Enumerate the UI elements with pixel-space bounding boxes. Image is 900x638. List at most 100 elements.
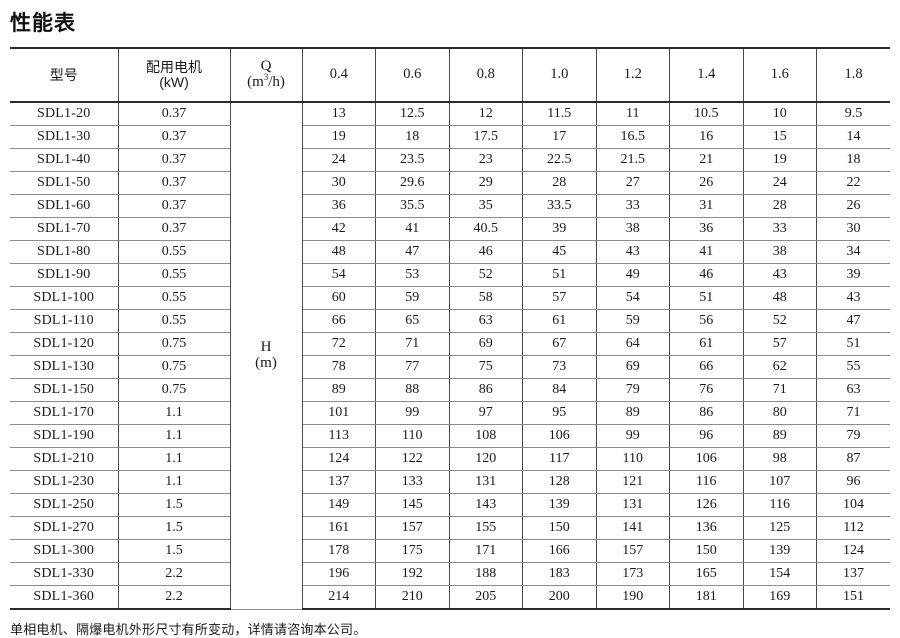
- cell-head-value: 120: [448, 447, 523, 471]
- head-symbol: H: [260, 339, 272, 355]
- cell-head-value: 38: [595, 217, 670, 241]
- cell-motor-power: 1.1: [117, 470, 231, 494]
- cell-model: SDL1-230: [10, 470, 119, 494]
- cell-head-value: 49: [595, 263, 670, 287]
- cell-head-value: 139: [742, 539, 817, 563]
- cell-head-value: 51: [816, 332, 890, 356]
- cell-head-value: 64: [595, 332, 670, 356]
- cell-head-value: 15: [742, 125, 817, 149]
- cell-head-value: 210: [375, 585, 450, 610]
- cell-head-value: 136: [669, 516, 744, 540]
- cell-head-value: 47: [816, 309, 890, 333]
- cell-head-value: 126: [669, 493, 744, 517]
- cell-head-value: 31: [669, 194, 744, 218]
- cell-head-value: 45: [522, 240, 597, 264]
- cell-head-value: 79: [816, 424, 890, 448]
- cell-head-value: 128: [522, 470, 597, 494]
- cell-head-value: 200: [522, 585, 597, 610]
- header-motor-label: 配用电机: [146, 59, 202, 76]
- cell-model: SDL1-100: [10, 286, 119, 310]
- cell-model: SDL1-120: [10, 332, 119, 356]
- table-row: SDL1-30 0.37 19 18 17.5 17 16.5 16 15 14: [10, 125, 890, 149]
- cell-motor-power: 1.1: [117, 424, 231, 448]
- head-unit: (m): [255, 354, 277, 371]
- header-flow-unit-exponent: 3: [263, 72, 269, 82]
- cell-head-value: 110: [595, 447, 670, 471]
- cell-head-value: 36: [301, 194, 376, 218]
- cell-head-value: 69: [595, 355, 670, 379]
- table-row: SDL1-150 0.75 89 88 86 84 79 76 71 63: [10, 378, 890, 402]
- cell-head-value: 21: [669, 148, 744, 172]
- cell-head-value: 113: [301, 424, 376, 448]
- table-row: SDL1-20 0.37 H (m) 13 12.5 12 11.5 11 10.5 10 9.5: [10, 101, 890, 610]
- footnote: 单相电机、隔爆电机外形尺寸有所变动，详情请咨询本公司。: [10, 622, 367, 637]
- cell-head-value: 116: [669, 470, 744, 494]
- cell-head-value: 52: [742, 309, 817, 333]
- cell-motor-power: 0.75: [117, 378, 231, 402]
- cell-head-value: 55: [816, 355, 890, 379]
- cell-head-value: 137: [816, 562, 890, 586]
- cell-model: SDL1-70: [10, 217, 119, 241]
- cell-head-value: 60: [301, 286, 376, 310]
- cell-head-value: 106: [522, 424, 597, 448]
- cell-head-value: 143: [448, 493, 523, 517]
- cell-head-value: 35.5: [375, 194, 450, 218]
- cell-head-value: 58: [448, 286, 523, 310]
- cell-head-value: 26: [669, 171, 744, 195]
- header-row: 型号 配用电机 (kW) Q (m3/h) 0.4 0.6 0.8 1.0 1.…: [10, 47, 890, 103]
- cell-head-value: 38: [742, 240, 817, 264]
- cell-head-value: 51: [669, 286, 744, 310]
- cell-head-value: 21.5: [595, 148, 670, 172]
- cell-head-value: 28: [522, 171, 597, 195]
- cell-head-value: 78: [301, 355, 376, 379]
- cell-head-value: 43: [816, 286, 890, 310]
- cell-head-value: 52: [448, 263, 523, 287]
- cell-model: SDL1-300: [10, 539, 119, 563]
- cell-model: SDL1-110: [10, 309, 119, 333]
- cell-head-value: 192: [375, 562, 450, 586]
- header-motor-power: 配用电机 (kW): [117, 47, 231, 103]
- header-flow-unit: (m3/h): [247, 72, 285, 90]
- cell-head-value: 61: [522, 309, 597, 333]
- cell-head-value: 190: [595, 585, 670, 610]
- cell-head-value: 35: [448, 194, 523, 218]
- cell-head-value: 183: [522, 562, 597, 586]
- cell-head-value: 54: [595, 286, 670, 310]
- cell-head-value: 22: [816, 171, 890, 195]
- header-flow-col-2: 0.8: [448, 47, 523, 103]
- cell-head-value: 73: [522, 355, 597, 379]
- cell-head-value: 214: [301, 585, 376, 610]
- cell-motor-power: 0.37: [117, 171, 231, 195]
- cell-head-value: 139: [522, 493, 597, 517]
- cell-head-value: 110: [375, 424, 450, 448]
- cell-motor-power: 1.5: [117, 493, 231, 517]
- cell-head-value: 71: [375, 332, 450, 356]
- cell-model: SDL1-20: [10, 101, 119, 126]
- cell-head-value: 161: [301, 516, 376, 540]
- cell-head-value: 42: [301, 217, 376, 241]
- cell-head-value: 80: [742, 401, 817, 425]
- cell-head-value: 149: [301, 493, 376, 517]
- cell-head-value: 125: [742, 516, 817, 540]
- page-title: 性能表: [10, 12, 76, 35]
- table-row: SDL1-80 0.55 48 47 46 45 43 41 38 34: [10, 240, 890, 264]
- cell-head-value: 33.5: [522, 194, 597, 218]
- cell-head-value: 61: [669, 332, 744, 356]
- table-head: 型号 配用电机 (kW) Q (m3/h) 0.4 0.6 0.8 1.0 1.…: [10, 47, 890, 103]
- cell-head-value: 57: [522, 286, 597, 310]
- cell-head-value: 108: [448, 424, 523, 448]
- table-row: SDL1-50 0.37 30 29.6 29 28 27 26 24 22: [10, 171, 890, 195]
- cell-head-value: 96: [669, 424, 744, 448]
- table-row: SDL1-100 0.55 60 59 58 57 54 51 48 43: [10, 286, 890, 310]
- cell-motor-power: 0.55: [117, 240, 231, 264]
- cell-head-value: 178: [301, 539, 376, 563]
- cell-head-value: 66: [669, 355, 744, 379]
- cell-model: SDL1-150: [10, 378, 119, 402]
- cell-head-value: 77: [375, 355, 450, 379]
- cell-head-value: 51: [522, 263, 597, 287]
- table-container: 型号 配用电机 (kW) Q (m3/h) 0.4 0.6 0.8 1.0 1.…: [0, 39, 900, 610]
- table-row: SDL1-190 1.1 113 110 108 106 99 96 89 79: [10, 424, 890, 448]
- cell-motor-power: 0.75: [117, 332, 231, 356]
- table-row: SDL1-270 1.5 161 157 155 150 141 136 125 112: [10, 516, 890, 540]
- cell-head-value: 137: [301, 470, 376, 494]
